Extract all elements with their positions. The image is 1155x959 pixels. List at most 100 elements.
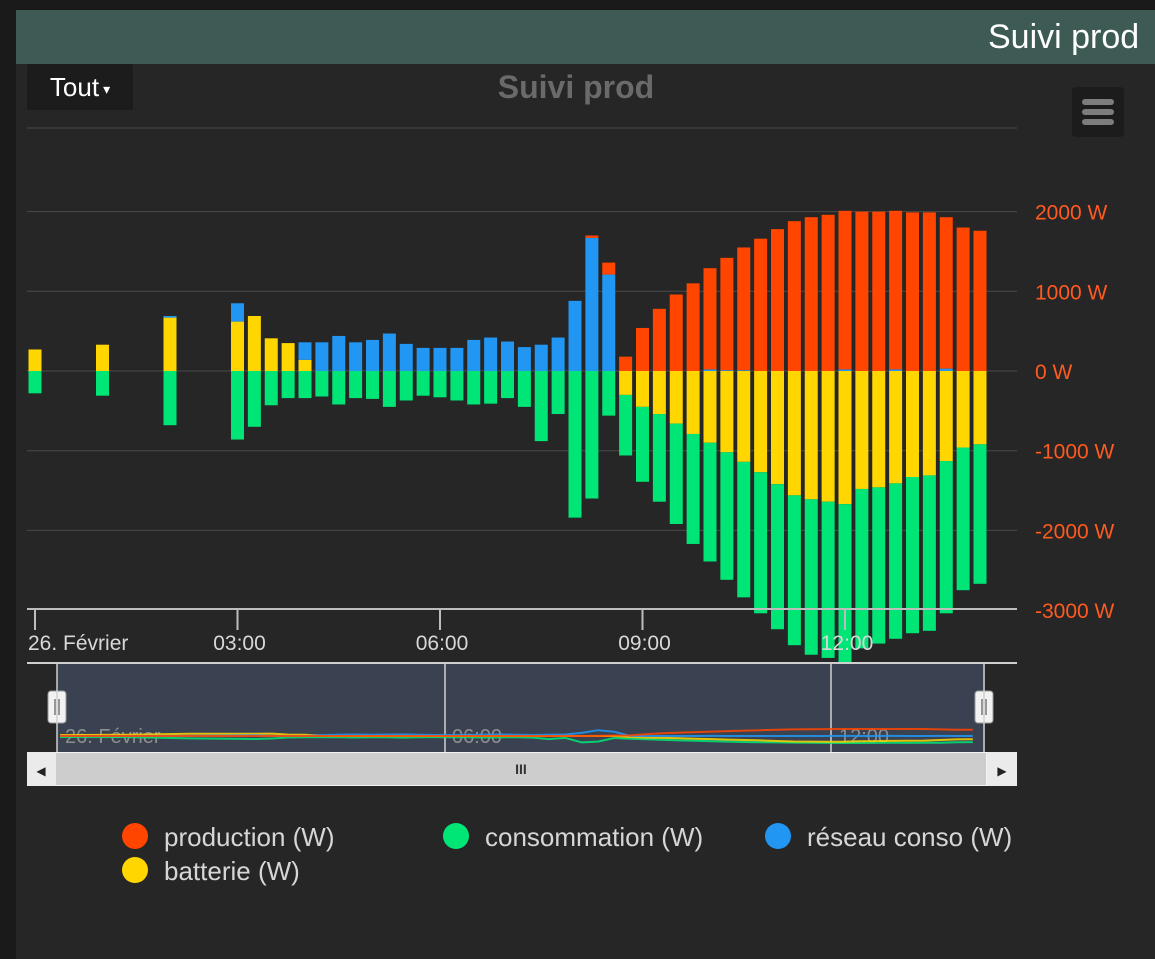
bar-production: [906, 212, 919, 371]
scroll-left-icon[interactable]: ◀: [36, 764, 46, 778]
legend-item-batterie[interactable]: batterie (W): [164, 856, 300, 886]
bar-consommation: [450, 371, 464, 401]
bar-batterie: [298, 359, 312, 371]
bar-batterie: [821, 371, 835, 502]
bar-consommation: [231, 371, 244, 440]
menu-bar-1: [1082, 99, 1114, 105]
bar-batterie: [703, 371, 717, 443]
menu-bar-3: [1082, 119, 1114, 125]
bar-reseau-conso: [163, 316, 177, 318]
bar-consommation: [96, 371, 109, 396]
bar-production: [787, 221, 801, 371]
bar-reseau-conso: [298, 342, 312, 360]
bar-production: [737, 247, 751, 371]
bar-consommation: [281, 371, 295, 399]
bar-production: [636, 327, 649, 371]
hamburger-menu-icon[interactable]: [1072, 87, 1124, 137]
bar-batterie: [922, 371, 936, 476]
bar-batterie: [28, 349, 42, 371]
bar-reseau-conso: [517, 347, 531, 371]
bar-consommation: [669, 423, 683, 525]
bar-production: [669, 294, 683, 371]
bar-batterie: [754, 371, 768, 473]
y-tick-label: 1000 W: [1035, 281, 1108, 304]
bar-reseau-conso: [315, 342, 329, 371]
bar-consommation: [484, 371, 498, 404]
bar-batterie: [619, 371, 633, 395]
bar-reseau-conso: [585, 237, 599, 371]
bar-production: [585, 235, 599, 238]
scroll-left-button[interactable]: [27, 752, 56, 786]
bar-reseau-conso: [703, 369, 717, 371]
bar-production: [619, 356, 633, 371]
bar-reseau-conso: [382, 333, 396, 371]
bar-consommation: [551, 371, 565, 415]
bar-production: [872, 211, 886, 371]
scroll-right-icon[interactable]: ▶: [997, 764, 1007, 778]
bar-batterie: [939, 371, 953, 462]
bar-production: [754, 238, 768, 371]
bar-batterie: [720, 371, 734, 453]
legend-item-reseau-conso[interactable]: réseau conso (W): [807, 822, 1012, 852]
bar-consommation: [872, 487, 886, 644]
bar-reseau-conso: [366, 339, 379, 371]
bar-batterie: [636, 371, 649, 407]
bar-consommation: [956, 447, 970, 591]
x-tick-label: 09:00: [618, 632, 671, 655]
bar-consommation: [534, 371, 548, 442]
bar-reseau-conso: [332, 335, 346, 371]
bar-consommation: [467, 371, 481, 405]
bar-batterie: [686, 371, 700, 434]
bar-consommation: [804, 499, 818, 655]
bar-production: [889, 210, 903, 370]
bar-consommation: [636, 406, 649, 482]
bar-batterie: [281, 343, 295, 371]
bar-reseau-conso: [602, 274, 616, 371]
range-selector-button[interactable]: Tout ▾: [27, 64, 133, 110]
navigator-line-consommation: [59, 736, 973, 744]
y-tick-label: 2000 W: [1035, 202, 1108, 225]
bar-reseau-conso: [484, 337, 498, 371]
bar-batterie: [787, 371, 801, 496]
bar-consommation: [382, 371, 396, 407]
legend-item-production[interactable]: production (W): [164, 822, 335, 852]
bar-reseau-conso: [568, 300, 582, 371]
bar-consommation: [737, 461, 751, 598]
y-tick-label: 0 W: [1035, 361, 1073, 384]
scroll-right-button[interactable]: [987, 752, 1017, 786]
bar-consommation: [939, 461, 953, 614]
bar-consommation: [163, 371, 177, 426]
bar-batterie: [889, 371, 903, 484]
bar-production: [838, 210, 852, 370]
bar-batterie: [804, 371, 818, 500]
bar-consommation: [247, 371, 261, 427]
bar-consommation: [855, 488, 869, 649]
bar-reseau-conso: [551, 337, 565, 371]
bar-consommation: [332, 371, 346, 405]
legend-item-production-marker[interactable]: [122, 823, 148, 849]
y-tick-label: -2000 W: [1035, 520, 1115, 543]
scroll-grip-icon[interactable]: III: [515, 761, 527, 777]
legend-item-consommation-marker[interactable]: [443, 823, 469, 849]
bar-reseau-conso: [399, 343, 413, 371]
bar-consommation: [838, 504, 852, 663]
bar-consommation: [821, 501, 835, 658]
scrollbar-thumb[interactable]: [56, 753, 986, 785]
bar-consommation: [399, 371, 413, 401]
bar-consommation: [973, 444, 987, 584]
bar-consommation: [906, 477, 919, 634]
header-title: Suivi prod: [988, 18, 1140, 56]
bar-production: [720, 257, 734, 371]
bar-batterie: [652, 371, 666, 415]
bar-production: [686, 283, 700, 371]
navigator-line-production: [60, 728, 973, 737]
window-edge-top: [0, 0, 1155, 10]
bar-production: [821, 214, 835, 371]
legend-item-batterie-marker[interactable]: [122, 857, 148, 883]
legend-item-consommation[interactable]: consommation (W): [485, 822, 703, 852]
bar-consommation: [416, 371, 430, 396]
legend-item-reseau-conso-marker[interactable]: [765, 823, 791, 849]
bar-production: [771, 229, 784, 371]
x-tick-label: 26. Février: [28, 632, 128, 655]
